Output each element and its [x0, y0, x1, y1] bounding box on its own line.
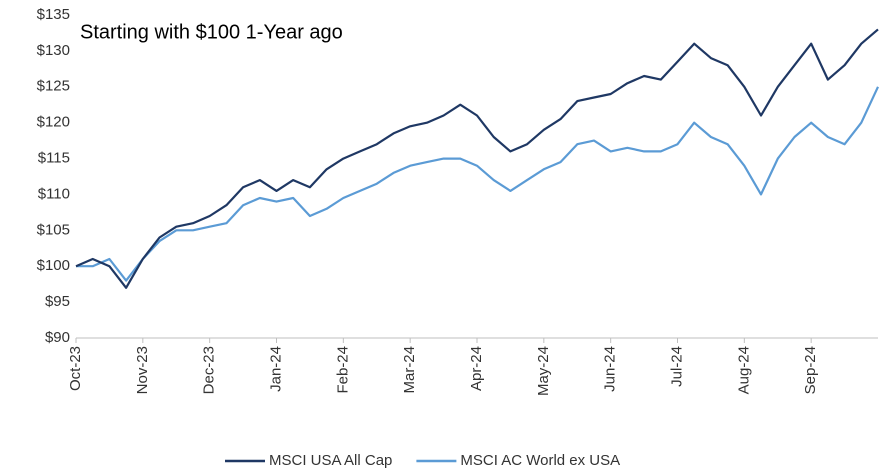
y-tick-label: $120 — [37, 114, 70, 131]
x-tick-label: Jul-24 — [668, 346, 685, 387]
legend-label: MSCI USA All Cap — [269, 452, 392, 469]
y-tick-label: $115 — [38, 150, 70, 167]
x-tick-label: Aug-24 — [735, 346, 752, 394]
legend-label: MSCI AC World ex USA — [460, 452, 620, 469]
series-line — [75, 28, 879, 289]
x-tick-label: Nov-23 — [134, 346, 151, 394]
x-tick-label: Apr-24 — [468, 346, 485, 391]
x-tick-label: Oct-23 — [67, 346, 84, 391]
x-tick-label: Mar-24 — [401, 346, 418, 394]
y-tick-label: $90 — [45, 329, 70, 346]
y-tick-label: $110 — [38, 185, 70, 202]
x-tick-label: Dec-23 — [201, 346, 218, 394]
x-tick-label: May-24 — [535, 346, 552, 396]
x-tick-label: Jan-24 — [267, 346, 284, 392]
x-tick-label: Jun-24 — [602, 346, 619, 392]
series-line — [76, 86, 879, 282]
y-tick-label: $105 — [37, 221, 70, 238]
y-tick-label: $135 — [37, 6, 70, 23]
x-tick-label: Sep-24 — [802, 346, 819, 394]
chart-title: Starting with $100 1-Year ago — [80, 21, 343, 43]
y-tick-label: $125 — [37, 78, 70, 95]
y-tick-label: $95 — [45, 293, 70, 310]
y-tick-label: $130 — [37, 42, 70, 59]
y-tick-label: $100 — [37, 257, 70, 274]
x-tick-label: Feb-24 — [334, 346, 351, 394]
